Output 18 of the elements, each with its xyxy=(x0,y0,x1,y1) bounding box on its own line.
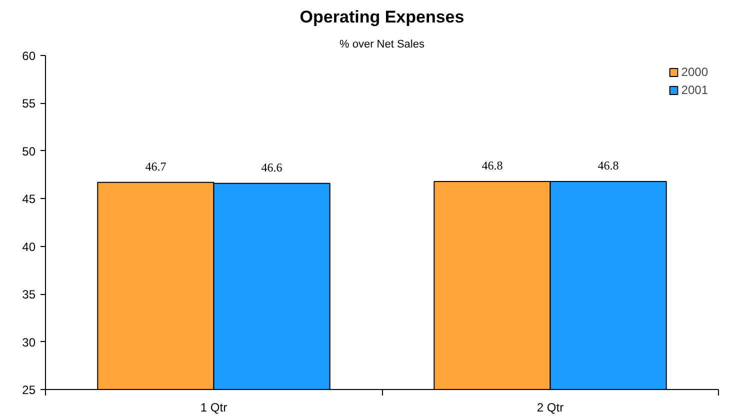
y-tick-label: 45 xyxy=(22,192,36,206)
chart-subtitle: % over Net Sales xyxy=(340,38,425,50)
data-label: 46.6 xyxy=(261,160,282,174)
x-tick-label: 2 Qtr xyxy=(536,400,564,414)
y-tick-label: 55 xyxy=(22,96,36,111)
y-tick-label: 50 xyxy=(22,144,36,158)
y-tick-label: 25 xyxy=(22,383,36,397)
x-tick-label: 1 Qtr xyxy=(200,400,228,414)
chart-title: Operating Expenses xyxy=(300,8,464,26)
legend-label: 2000 xyxy=(681,65,708,79)
y-tick-label: 30 xyxy=(22,335,36,350)
y-tick-label: 40 xyxy=(22,240,36,254)
data-label: 46.8 xyxy=(482,158,503,172)
y-tick-label: 35 xyxy=(22,288,36,302)
y-tick-label: 60 xyxy=(22,49,36,63)
data-label: 46.8 xyxy=(598,158,619,172)
legend-label: 2001 xyxy=(681,83,708,97)
data-label: 46.7 xyxy=(145,159,166,174)
